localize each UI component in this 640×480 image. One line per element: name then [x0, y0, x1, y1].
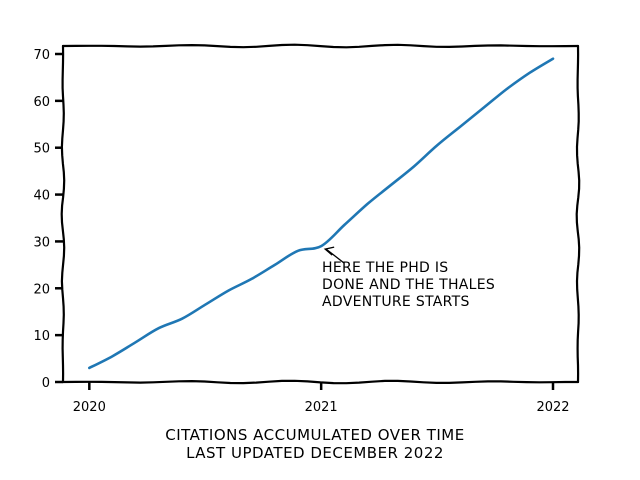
- x-tick-label: 2022: [536, 400, 569, 415]
- annotation-arrow-head: [323, 246, 335, 256]
- y-tick-label: 30: [33, 235, 50, 250]
- x-axis-label-line-2: LAST UPDATED DECEMBER 2022: [186, 444, 444, 462]
- x-tick-label: 2021: [305, 400, 338, 415]
- y-tick-label: 0: [42, 376, 50, 391]
- frame-top: [61, 43, 580, 49]
- y-tick-label: 60: [33, 95, 50, 110]
- x-axis-label-line-1: CITATIONS ACCUMULATED OVER TIME: [165, 426, 464, 444]
- citations-series-line: [88, 57, 555, 370]
- x-tick-label: 2020: [73, 400, 106, 415]
- frame-left: [60, 44, 66, 384]
- annotation-text-line: ADVENTURE STARTS: [322, 294, 470, 310]
- y-tick-label: 50: [33, 142, 50, 157]
- series-layer: [88, 57, 555, 370]
- plot-frame: [60, 43, 581, 385]
- annotation-text-line: DONE AND THE THALES: [322, 277, 495, 293]
- y-axis-ticks: 0 10 20 30 40 50 60 70: [33, 48, 63, 391]
- y-tick-label: 10: [33, 329, 50, 344]
- y-tick-label: 70: [33, 48, 50, 63]
- annotation-arrow-shaft: [325, 248, 345, 264]
- y-tick-label: 40: [33, 189, 50, 204]
- x-axis-ticks: 2020 2021 2022: [73, 382, 570, 415]
- annotation-text-line: HERE THE PHD IS: [322, 260, 449, 276]
- frame-right: [575, 44, 581, 384]
- y-tick-label: 20: [33, 282, 50, 297]
